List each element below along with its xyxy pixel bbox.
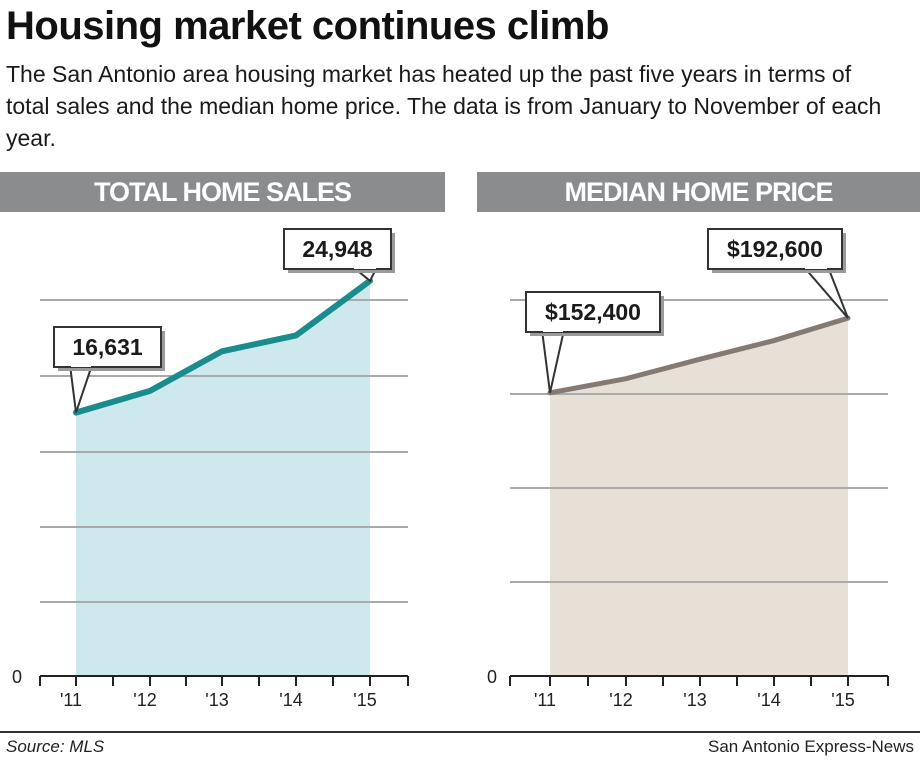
footer-divider — [0, 731, 920, 733]
sales-x-tick-label: '14 — [279, 690, 302, 710]
price-callout-label: $192,600 — [727, 236, 823, 262]
sales-callout-join — [71, 364, 91, 367]
sales-callout-pointer — [68, 364, 94, 413]
price-callout-label: $152,400 — [545, 299, 641, 325]
sales-panel-title: TOTAL HOME SALES — [0, 172, 445, 212]
intro-text: The San Antonio area housing market has … — [6, 61, 882, 151]
sales-callout-label: 16,631 — [72, 334, 143, 360]
credit-line: San Antonio Express-News — [708, 737, 914, 756]
price-callout: $152,400 — [525, 291, 664, 394]
price-x-tick-label: '11 — [534, 690, 556, 710]
sales-area-fill — [76, 280, 370, 676]
price-callout-pointer — [540, 329, 566, 394]
sales-series-line — [73, 277, 373, 416]
sales-zero-label: 0 — [12, 667, 22, 687]
sales-callout-box — [283, 228, 392, 270]
price-callout-join — [543, 329, 563, 332]
sales-x-tick-label: '13 — [205, 690, 228, 710]
sales-callout-label: 24,948 — [302, 236, 373, 262]
price-x-tick-label: '12 — [609, 690, 632, 710]
sales-x-tick-label: '11 — [60, 690, 82, 710]
price-x-tick-label: '15 — [831, 690, 854, 710]
price-x-tick-label: '13 — [683, 690, 706, 710]
sales-x-tick-label: '12 — [133, 690, 156, 710]
price-callout-join — [805, 266, 827, 269]
price-callout: $192,600 — [707, 228, 849, 319]
sales-callout-box — [53, 326, 162, 368]
price-callout-pointer — [801, 266, 849, 319]
price-callout-box — [525, 291, 661, 333]
sales-callout: 24,948 — [283, 228, 395, 283]
price-series-line — [547, 315, 851, 396]
source-note: Source: MLS — [6, 737, 105, 756]
price-callout-box — [707, 228, 843, 270]
price-area-fill — [550, 318, 848, 676]
price-x-tick-label: '14 — [757, 690, 780, 710]
price-zero-label: 0 — [487, 667, 497, 687]
price-panel-title: MEDIAN HOME PRICE — [477, 172, 920, 212]
headline: Housing market continues climb — [6, 4, 609, 48]
sales-callout-join — [354, 266, 376, 269]
sales-callout: 16,631 — [53, 326, 165, 413]
sales-x-tick-label: '15 — [353, 690, 376, 710]
